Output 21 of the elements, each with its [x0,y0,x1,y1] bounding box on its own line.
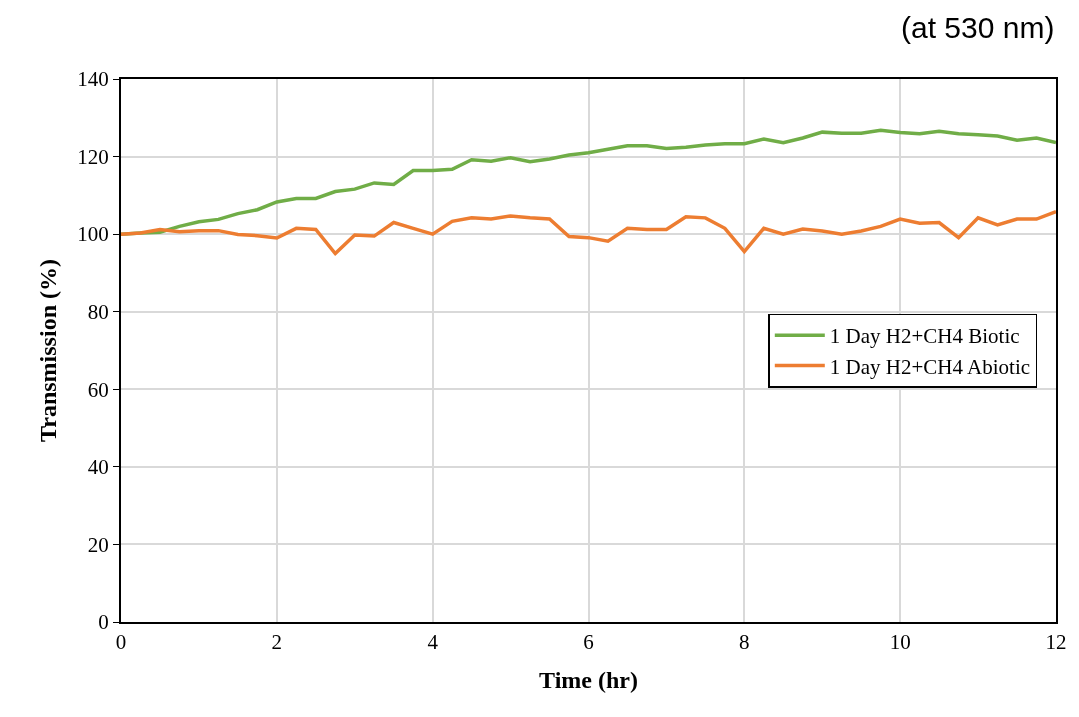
line-series [121,209,1056,256]
x-tick-label: 10 [889,630,911,655]
y-tick-label: 0 [98,610,109,635]
y-tick-label: 40 [87,455,109,480]
x-axis-title: Time (hr) [539,667,638,693]
y-tick-label: 140 [77,67,109,92]
x-tick-label: 4 [427,630,439,655]
x-tick-label: 6 [583,630,594,655]
text: (at 530 nm) [901,11,1055,44]
y-tick-label: 80 [87,300,109,325]
y-tick-label: 60 [87,377,109,402]
y-axis-title: Transmission (%) [34,259,61,442]
legend-label: 1 Day H2+CH4 Biotic [829,324,1020,349]
y-tick-label: 100 [77,222,109,247]
x-tick-label: 2 [271,630,283,655]
y-tick-label: 20 [87,532,109,557]
x-tick-label: 8 [739,630,750,655]
legend-label: 1 Day H2+CH4 Abiotic [829,354,1031,379]
x-tick-label: 12 [1045,630,1067,655]
x-tick-label: 0 [115,630,127,655]
y-tick-label: 120 [77,144,109,169]
